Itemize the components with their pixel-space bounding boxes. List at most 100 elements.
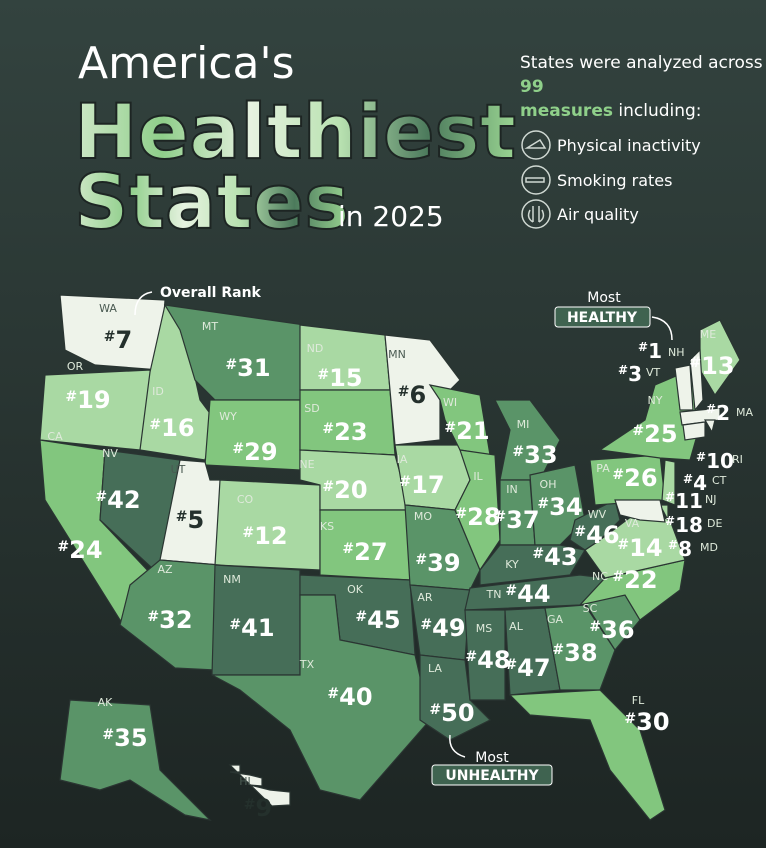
rank-number: 38 [564,639,597,667]
state-shape [59,699,212,821]
rank-number: 44 [517,580,550,608]
rank-number: 49 [432,614,465,642]
state-abbr: AL [509,620,524,633]
state-rank: #30 [624,708,669,736]
measure-label: Physical inactivity [557,136,701,155]
state-abbr: NC [592,570,608,583]
rank-prefix: # [102,727,114,743]
state-rank: #12 [242,522,287,550]
rank-prefix: # [322,421,334,437]
rank-prefix: # [632,423,644,439]
rank-prefix: # [683,472,693,486]
state-abbr: NE [299,458,314,471]
state-rank: #46 [574,521,619,549]
rank-prefix: # [505,657,517,673]
rank-number: 7 [116,326,133,354]
state-rank: #37 [494,506,539,534]
state-rank: #10 [696,449,734,473]
rank-number: 46 [586,521,619,549]
state-shape [211,594,431,801]
most-top: Most [587,290,621,306]
state-abbr: KY [505,558,519,571]
measures-count: 99 [520,77,544,97]
state-abbr: TX [299,658,315,671]
rank-prefix: # [665,490,675,504]
rank-prefix: # [355,609,367,625]
rank-number: 23 [334,418,367,446]
rank-number: 22 [624,566,657,594]
state-rank: #18 [665,513,703,537]
state-abbr: MT [202,320,218,333]
state-shape [384,334,461,446]
rank-number: 36 [601,616,634,644]
rank-number: 50 [441,699,474,727]
state-abbr: AR [417,591,433,604]
state-abbr: IA [397,453,408,466]
rank-prefix: # [494,509,506,525]
state-rank: #20 [322,476,367,504]
state-rank: #11 [665,489,703,513]
state-rank: #4 [683,471,707,495]
state-shape [614,499,666,523]
state-shape [661,459,676,506]
state-rank: #48 [465,646,510,674]
rank-prefix: # [574,524,586,540]
rank-prefix: # [706,402,716,416]
state-abbr: GA [547,613,564,626]
intro-count: 99 [520,77,544,97]
rank-number: 3 [628,362,642,386]
rank-number: 19 [77,386,110,414]
rank-prefix: # [399,474,411,490]
rank-prefix: # [532,546,544,562]
overall-rank-note: Overall Rank [160,285,262,301]
state-rank: #38 [552,639,597,667]
intro-line: measures including: [520,101,702,121]
state-rank: #6 [398,381,426,409]
state-abbr: NH [668,346,685,359]
state-rank: #39 [415,549,460,577]
rank-number: 12 [254,522,287,550]
state-abbr: VA [625,517,640,530]
rank-prefix: # [429,702,441,718]
rank-prefix: # [612,467,624,483]
state-rank: #42 [95,486,140,514]
rank-number: 14 [629,534,662,562]
state-rank: #40 [327,683,372,711]
rank-prefix: # [512,444,524,460]
state-rank: #27 [342,538,387,566]
state-abbr: DE [707,517,722,530]
rank-number: 1 [648,339,662,363]
measure-icons [521,130,551,229]
unhealthy-label: UNHEALTHY [445,768,539,784]
most-bottom: Most [475,750,509,766]
state-abbr: MD [700,541,718,554]
state-abbr: WY [219,410,237,423]
rank-number: 26 [624,464,657,492]
title-line3: States [74,157,349,246]
state-abbr: SD [304,402,319,415]
state-rank: #22 [612,566,657,594]
state-abbr: ND [307,342,324,355]
rank-number: 48 [477,646,510,674]
state-shape [674,364,694,411]
state-rank: #13 [689,352,734,380]
rank-prefix: # [415,552,427,568]
rank-number: 41 [241,614,274,642]
state-rank: #16 [149,414,194,442]
state-rank: #21 [444,417,489,445]
rank-number: 28 [467,503,500,531]
rank-prefix: # [242,525,254,541]
state-abbr: IL [473,470,483,483]
state-abbr: MA [736,406,753,419]
rank-number: 45 [367,606,400,634]
state-rank: #34 [537,493,582,521]
state-rank: #44 [505,580,550,608]
state-abbr: HI [239,775,251,788]
rank-prefix: # [57,539,69,555]
rank-prefix: # [537,496,549,512]
rank-number: 32 [159,606,192,634]
state-shape [59,294,166,371]
state-rank: #36 [589,616,634,644]
state-rank: #31 [225,354,270,382]
state-abbr: OK [347,583,364,596]
